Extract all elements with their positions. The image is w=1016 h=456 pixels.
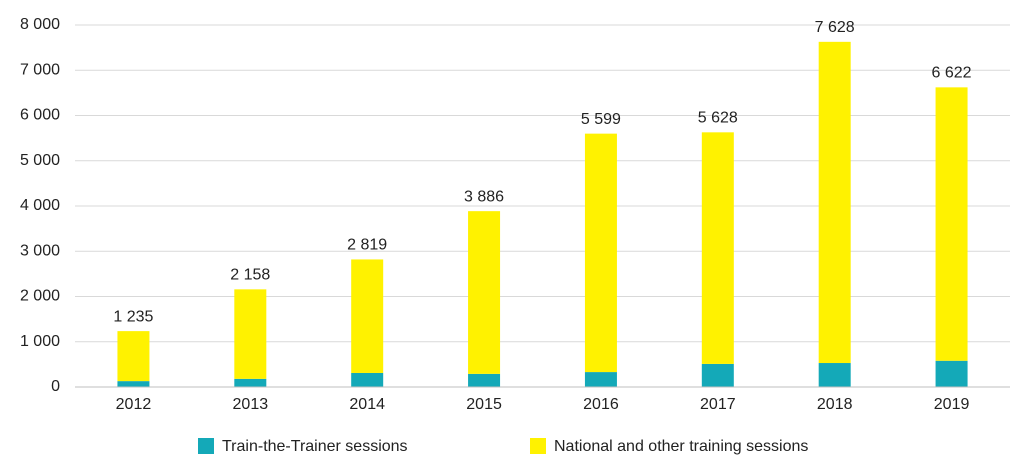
bar-segment xyxy=(935,87,968,361)
y-tick-label: 5 000 xyxy=(20,152,60,169)
total-label: 7 628 xyxy=(815,19,855,36)
x-tick-label: 2018 xyxy=(817,396,853,413)
x-tick-label: 2017 xyxy=(700,396,736,413)
total-label: 1 235 xyxy=(113,308,153,325)
x-tick-label: 2014 xyxy=(349,396,385,413)
x-tick-label: 2019 xyxy=(934,396,970,413)
x-tick-label: 2012 xyxy=(116,396,152,413)
bar-segment xyxy=(584,372,617,387)
y-tick-label: 0 xyxy=(51,378,60,395)
y-tick-label: 4 000 xyxy=(20,197,60,214)
total-label: 5 628 xyxy=(698,110,738,127)
legend-swatch xyxy=(198,438,214,454)
y-tick-label: 2 000 xyxy=(20,288,60,305)
x-tick-label: 2016 xyxy=(583,396,619,413)
total-label: 3 886 xyxy=(464,188,504,205)
x-tick-label: 2015 xyxy=(466,396,502,413)
bar-segment xyxy=(468,373,501,387)
bar-segment xyxy=(234,378,267,387)
bar-segment xyxy=(935,360,968,387)
x-tick-label: 2013 xyxy=(233,396,269,413)
legend-label: Train-the-Trainer sessions xyxy=(222,438,408,455)
y-tick-label: 1 000 xyxy=(20,333,60,350)
total-label: 2 158 xyxy=(230,267,270,284)
bar-segment xyxy=(117,331,150,382)
legend-label: National and other training sessions xyxy=(554,438,808,455)
bar-segment xyxy=(701,132,734,364)
y-tick-label: 3 000 xyxy=(20,242,60,259)
bar-segment xyxy=(701,363,734,387)
bar-segment xyxy=(117,381,150,387)
y-tick-label: 8 000 xyxy=(20,16,60,33)
bar-segment xyxy=(468,211,501,374)
total-label: 5 599 xyxy=(581,111,621,128)
y-tick-label: 6 000 xyxy=(20,107,60,124)
y-tick-label: 7 000 xyxy=(20,61,60,78)
bar-segment xyxy=(351,259,384,373)
bar-segment xyxy=(351,372,384,387)
total-label: 2 819 xyxy=(347,237,387,254)
total-label: 6 622 xyxy=(932,65,972,82)
bar-segment xyxy=(818,41,851,364)
bar-segment xyxy=(818,363,851,387)
bar-segment xyxy=(234,289,267,379)
legend-swatch xyxy=(530,438,546,454)
bar-segment xyxy=(584,133,617,373)
